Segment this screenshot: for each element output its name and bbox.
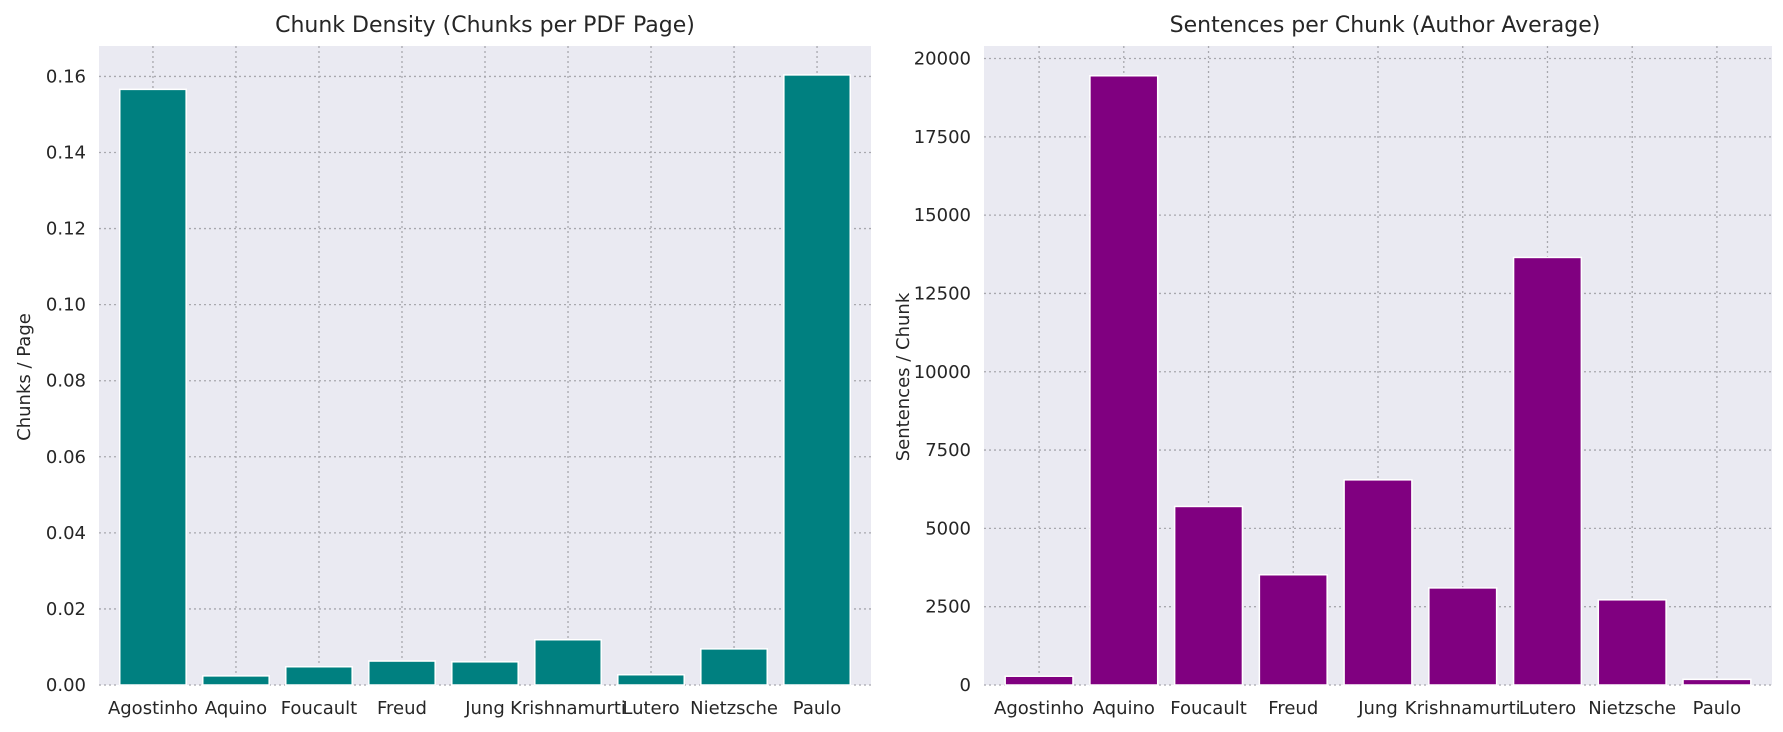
x-tick-label: Krishnamurti [1405,698,1521,719]
bar-freud [368,660,436,686]
x-tick-label: Aquino [205,698,267,719]
x-tick-label: Paulo [793,698,842,719]
x-tick-label: Jung [464,698,505,719]
y-tick-label: 0.16 [46,66,86,87]
bar-jung [1343,479,1413,686]
x-tick-label: Paulo [1693,698,1742,719]
chart-title: Chunk Density (Chunks per PDF Page) [275,13,695,38]
y-axis-label: Chunks / Page [14,313,35,441]
chart-title: Sentences per Chunk (Author Average) [1170,13,1601,38]
bar-nietzsche [1597,599,1667,686]
y-tick-label: 15000 [914,205,971,226]
bar-krishnamurti [534,638,602,686]
x-tick-label: Agostinho [108,698,198,719]
bar-aquino [1089,75,1159,686]
bar-paulo [1682,678,1752,686]
chart-chunk-density: Chunk Density (Chunks per PDF Page) Chun… [14,13,871,719]
y-tick-label: 0.02 [46,599,86,620]
y-tick-label: 10000 [914,362,971,383]
y-tick-label: 7500 [925,440,971,461]
x-tick-label: Krishnamurti [510,698,626,719]
y-tick-label: 0.06 [46,447,86,468]
x-tick-label: Freud [1268,698,1318,719]
y-tick-label: 0.08 [46,371,86,392]
y-tick-label: 0.00 [46,675,86,696]
chart-sentences-per-chunk: Sentences per Chunk (Author Average) Sen… [893,13,1772,719]
bar-foucault [1173,505,1244,686]
x-tick-label: Foucault [1170,698,1247,719]
y-tick-labels: 0 2500 5000 7500 10000 12500 15000 17500 20000 [914,49,971,696]
bar-jung [451,661,519,686]
y-tick-label: 0 [960,675,971,696]
bar-foucault [285,665,353,686]
x-tick-label: Jung [1357,698,1398,719]
x-tick-labels: Agostinho Aquino Foucault Freud Jung Krishnam… [108,698,841,719]
y-tick-label: 0.10 [46,295,86,316]
bar-aquino [202,675,270,686]
bars [1004,75,1752,686]
bar-lutero [617,673,685,686]
x-tick-label: Freud [377,698,427,719]
bar-agostinho [1004,675,1074,686]
x-tick-label: Nietzsche [690,698,778,719]
y-tick-label: 17500 [914,127,971,148]
x-tick-label: Aquino [1093,698,1155,719]
y-tick-label: 0.14 [46,143,86,164]
x-tick-label: Agostinho [994,698,1084,719]
bar-nietzsche [700,648,768,686]
x-tick-label: Nietzsche [1588,698,1676,719]
y-tick-label: 0.12 [46,219,86,240]
bar-paulo [783,74,851,686]
x-tick-labels: Agostinho Aquino Foucault Freud Jung Krishnam… [994,698,1741,719]
y-tick-label: 2500 [925,597,971,618]
y-tick-labels: 0.00 0.02 0.04 0.06 0.08 0.10 0.12 0.14 0.16 [46,66,86,696]
y-tick-label: 0.04 [46,523,86,544]
y-tick-label: 12500 [914,283,971,304]
bar-krishnamurti [1428,587,1498,686]
x-tick-label: Foucault [281,698,358,719]
bar-lutero [1512,256,1583,686]
bar-agostinho [119,88,187,686]
y-tick-label: 5000 [925,518,971,539]
x-tick-label: Lutero [1519,698,1576,719]
x-tick-label: Lutero [622,698,679,719]
bar-freud [1258,573,1328,686]
bars [119,74,851,686]
y-axis-label: Sentences / Chunk [893,292,914,461]
y-tick-label: 20000 [914,49,971,70]
